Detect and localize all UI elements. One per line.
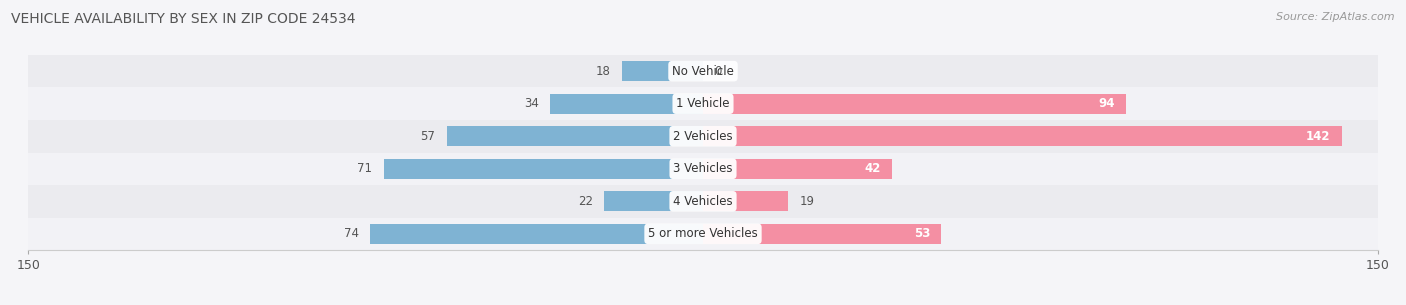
Text: 74: 74 [344, 227, 359, 240]
Text: 0: 0 [714, 65, 721, 78]
Text: VEHICLE AVAILABILITY BY SEX IN ZIP CODE 24534: VEHICLE AVAILABILITY BY SEX IN ZIP CODE … [11, 12, 356, 26]
Text: 57: 57 [420, 130, 436, 143]
Bar [703, 224, 942, 244]
Text: 3 Vehicles: 3 Vehicles [673, 162, 733, 175]
Text: 2 Vehicles: 2 Vehicles [673, 130, 733, 143]
Bar [703, 159, 891, 179]
Bar [24, 88, 1382, 120]
Text: 142: 142 [1306, 130, 1330, 143]
Text: 1 Vehicle: 1 Vehicle [676, 97, 730, 110]
Text: 4 Vehicles: 4 Vehicles [673, 195, 733, 208]
Text: 5 or more Vehicles: 5 or more Vehicles [648, 227, 758, 240]
Bar [703, 126, 1341, 146]
Bar [24, 152, 1382, 185]
Text: Source: ZipAtlas.com: Source: ZipAtlas.com [1277, 12, 1395, 22]
Bar [550, 94, 703, 114]
Text: 34: 34 [524, 97, 538, 110]
Bar [24, 55, 1382, 88]
Bar [621, 61, 703, 81]
Text: No Vehicle: No Vehicle [672, 65, 734, 78]
Text: 53: 53 [914, 227, 931, 240]
Bar [24, 120, 1382, 152]
Bar [703, 191, 789, 211]
Bar [703, 94, 1126, 114]
Bar [24, 185, 1382, 217]
Text: 18: 18 [596, 65, 610, 78]
Text: 71: 71 [357, 162, 373, 175]
Bar [384, 159, 703, 179]
Text: 42: 42 [865, 162, 880, 175]
Text: 22: 22 [578, 195, 593, 208]
Bar [370, 224, 703, 244]
Text: 19: 19 [800, 195, 814, 208]
Bar [447, 126, 703, 146]
Bar [605, 191, 703, 211]
Text: 94: 94 [1098, 97, 1115, 110]
Bar [24, 217, 1382, 250]
